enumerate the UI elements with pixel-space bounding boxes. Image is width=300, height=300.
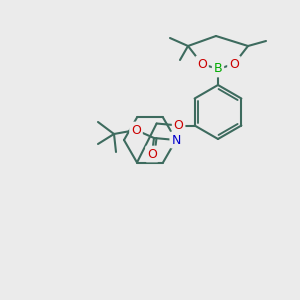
Text: B: B [214,62,222,76]
Text: O: O [229,58,239,70]
Text: O: O [197,58,207,70]
Text: O: O [174,119,184,132]
Text: N: N [171,134,181,146]
Text: O: O [147,148,157,160]
Text: O: O [131,124,141,136]
